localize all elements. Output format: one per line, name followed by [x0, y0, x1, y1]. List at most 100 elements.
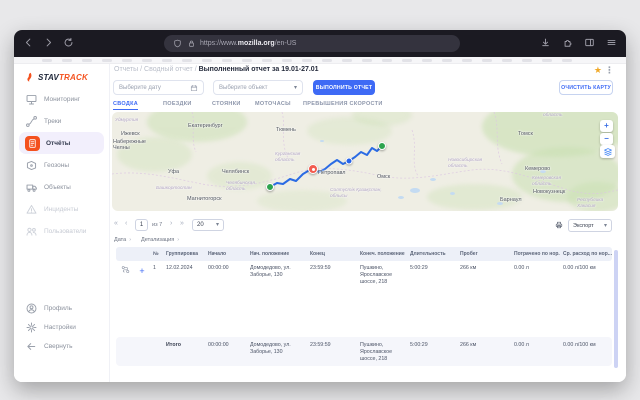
bookmark-item[interactable] — [42, 59, 52, 62]
extensions-icon[interactable] — [561, 36, 574, 49]
expand-row-button[interactable]: + — [139, 266, 145, 276]
zoom-in-button[interactable]: + — [600, 120, 613, 132]
run-report-button[interactable]: ВЫПОЛНИТЬ ОТЧЕТ — [313, 80, 375, 95]
bookmark-item[interactable] — [342, 59, 352, 62]
route-marker-finish[interactable] — [378, 142, 386, 150]
date-input[interactable]: Выберите дату — [113, 80, 204, 95]
date-placeholder: Выберите дату — [119, 84, 161, 91]
bookmark-item[interactable] — [102, 59, 112, 62]
bookmark-item[interactable] — [442, 59, 452, 62]
url-bar[interactable]: https://www.mozilla.org/en-US — [164, 35, 460, 52]
breadcrumb: Отчеты / Сводный отчет / Выполненный отч… — [114, 66, 319, 73]
sidebar-footer: Профиль Настройки Свернуть — [19, 299, 104, 356]
reports-icon — [25, 135, 40, 151]
bookmark-item[interactable] — [282, 59, 292, 62]
terrain-patch — [207, 162, 272, 190]
bookmark-item[interactable] — [462, 59, 472, 62]
bookmark-item[interactable] — [382, 59, 392, 62]
bookmark-item[interactable] — [142, 59, 152, 62]
printer-icon — [555, 221, 563, 229]
bookmark-item[interactable] — [122, 59, 132, 62]
next-page-button[interactable]: › — [170, 220, 173, 227]
bookmark-item[interactable] — [562, 59, 572, 62]
table-cell: 00:00:00 — [208, 342, 229, 348]
current-page-box[interactable]: 1 — [135, 219, 148, 231]
export-select[interactable]: Экспорт ▾ — [568, 219, 612, 232]
route-marker-waypoint[interactable] — [345, 157, 353, 165]
table-row[interactable]: +1 12.02.2024 00:00:00 Домодедово, ул. Забо… — [116, 261, 612, 295]
first-page-button[interactable]: « — [114, 220, 118, 227]
bookmark-item[interactable] — [262, 59, 272, 62]
forward-icon[interactable] — [42, 36, 55, 49]
sidebar-item-7: Пользователи — [19, 220, 104, 242]
sidebar-footer-item-1[interactable]: Профиль — [19, 299, 104, 318]
favorite-star-icon[interactable]: ★ — [593, 65, 602, 75]
kebab-menu-icon[interactable]: ⋮ — [605, 65, 614, 75]
bookmark-item[interactable] — [302, 59, 312, 62]
bookmark-item[interactable] — [162, 59, 172, 62]
bookmarks-bar[interactable] — [14, 57, 626, 64]
tab-2[interactable]: ПОЕЗДКИ — [163, 101, 192, 107]
bookmark-item[interactable] — [542, 59, 552, 62]
prev-page-button[interactable]: ‹ — [125, 220, 128, 227]
detail-link-date[interactable]: Дата › — [114, 237, 132, 243]
terrain-patch — [117, 137, 192, 172]
layers-button[interactable] — [600, 145, 615, 158]
route-marker-start[interactable] — [266, 183, 274, 191]
menu-icon[interactable] — [605, 36, 618, 49]
bookmark-item[interactable] — [202, 59, 212, 62]
tab-1[interactable]: СВОДКА — [113, 101, 139, 110]
table-cell: Домодедово, ул. Заборье, 130 — [250, 342, 291, 356]
sidebar-panel-icon[interactable] — [583, 36, 596, 49]
bookmark-item[interactable] — [322, 59, 332, 62]
sidebar-item-label: Геозоны — [44, 161, 70, 169]
terrain-patch — [257, 190, 347, 211]
bookmark-item[interactable] — [82, 59, 92, 62]
table-cell — [116, 337, 134, 366]
map[interactable]: + − Ижевск Набережные Челны Екатеринбург Тю… — [112, 112, 618, 211]
tab-4[interactable]: МОТОЧАСЫ — [255, 101, 291, 107]
tab-3[interactable]: СТОЯНКИ — [212, 101, 241, 107]
bookmark-item[interactable] — [362, 59, 372, 62]
sidebar-item-3[interactable]: Отчёты — [19, 132, 104, 154]
sidebar-item-4[interactable]: Геозоны — [19, 154, 104, 176]
object-select[interactable]: Выберите объект ▾ — [213, 80, 303, 95]
bookmark-item[interactable] — [522, 59, 532, 62]
tab-5[interactable]: ПРЕВЫШЕНИЯ СКОРОСТИ — [303, 101, 383, 107]
bookmark-item[interactable] — [62, 59, 72, 62]
bookmark-item[interactable] — [402, 59, 412, 62]
sidebar-item-label: Инциденты — [44, 205, 79, 213]
incidents-icon — [25, 203, 38, 216]
sidebar-item-1[interactable]: Мониторинг — [19, 88, 104, 110]
map-region-label: область — [543, 113, 563, 118]
brand-logo[interactable]: STAVTRACK — [24, 71, 88, 84]
detail-link-detail[interactable]: Детализация › — [141, 237, 180, 243]
table-cell: 5:00:29 — [410, 342, 428, 348]
clear-map-button[interactable]: ОЧИСТИТЬ КАРТУ — [559, 80, 613, 95]
last-page-button[interactable]: » — [180, 220, 184, 227]
breadcrumb-prefix[interactable]: Отчеты / Сводный отчет / — [114, 66, 197, 73]
sidebar-item-2[interactable]: Треки — [19, 110, 104, 132]
map-city-label: Екатеринбург — [188, 123, 223, 129]
bookmark-item[interactable] — [482, 59, 492, 62]
zoom-out-button[interactable]: − — [600, 133, 613, 145]
sidebar-footer-item-2[interactable]: Настройки — [19, 318, 104, 337]
sidebar-footer-item-3[interactable]: Свернуть — [19, 337, 104, 356]
print-button[interactable] — [554, 220, 564, 230]
route-marker-event[interactable] — [308, 164, 318, 174]
bookmark-item[interactable] — [222, 59, 232, 62]
page-title: Выполненный отчет за 19.01-27.01 — [198, 66, 319, 73]
sidebar-item-5[interactable]: Объекты — [19, 176, 104, 198]
refresh-icon[interactable] — [62, 36, 75, 49]
bookmark-item[interactable] — [182, 59, 192, 62]
bookmark-item[interactable] — [502, 59, 512, 62]
sidebar: STAVTRACK Мониторинг Треки Отчёты Геозоны Об… — [14, 64, 110, 382]
vertical-scrollbar[interactable] — [614, 250, 618, 368]
page-size-select[interactable]: 20 ▾ — [192, 219, 224, 231]
table-cell: 00:00:00 — [208, 265, 229, 271]
download-icon[interactable] — [539, 36, 552, 49]
bookmark-item[interactable] — [242, 59, 252, 62]
bookmark-item[interactable] — [422, 59, 432, 62]
table-header-cell: Потрачено по нор... — [514, 251, 560, 257]
back-icon[interactable] — [22, 36, 35, 49]
